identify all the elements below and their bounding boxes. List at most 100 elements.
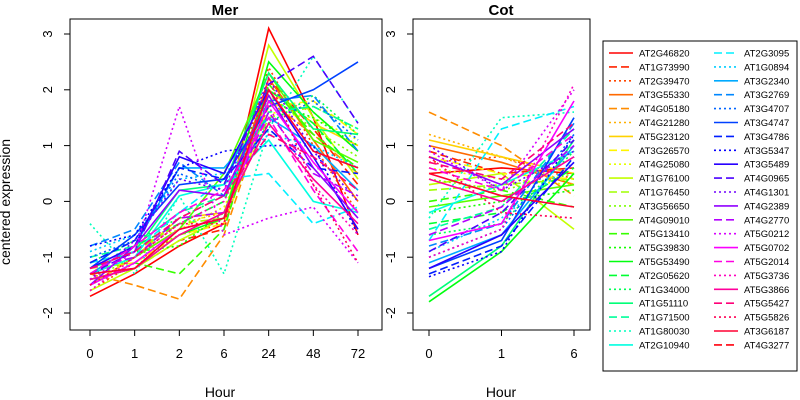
series-line: AT2G39470 <box>89 65 359 292</box>
series-line: AT3G54890 <box>89 144 359 247</box>
x-tick-label: 1 <box>498 346 505 361</box>
legend-label: AT2G39470 <box>639 76 690 87</box>
legend-label: AT5G2014 <box>744 257 789 268</box>
x-axis-mer: 0 1 2 6 24 48 72 <box>86 330 365 361</box>
y-tick-label: -1 <box>40 251 55 263</box>
series-line: AT3G53470 <box>428 156 575 275</box>
legend-label: AT1G34000 <box>639 285 690 296</box>
series-line: AT5G07020 <box>89 103 359 281</box>
legend-label: AT4G0965 <box>744 174 789 185</box>
panel-mer: Mer AT2G46820AT1G73990AT2G39470AT3G55330… <box>0 2 383 400</box>
y-tick-label: -2 <box>40 307 55 319</box>
y-tick-label: 0 <box>40 198 55 205</box>
legend-label: AT5G53490 <box>639 257 690 268</box>
series-line: AT3G47860 <box>428 117 575 270</box>
legend: AT2G46820 AT1G73990 AT2G39470 AT3G55330 AT4G… <box>602 40 798 372</box>
legend-label: AT2G10940 <box>639 340 690 351</box>
y-tick-label: 2 <box>40 86 55 93</box>
series-line: AT5G38660 <box>428 83 575 258</box>
x-axis-cot: 0 1 6 <box>425 330 578 361</box>
legend-label: AT5G0702 <box>744 243 789 254</box>
legend-label: AT5G0212 <box>744 229 789 240</box>
legend-label: AT4G21280 <box>639 118 690 129</box>
series-line: AT3G61870 <box>428 156 575 219</box>
x-tick-label: 72 <box>351 346 365 361</box>
x-tick-label: 0 <box>86 346 93 361</box>
legend-label: AT4G3277 <box>744 340 789 351</box>
x-tick-label: 48 <box>306 346 320 361</box>
y-tick-label: 1 <box>383 142 398 149</box>
y-tick-label: 3 <box>383 30 398 37</box>
legend-label: AT4G1301 <box>744 188 789 199</box>
legend-label: AT4G25080 <box>639 160 690 171</box>
series-line: AT1G80030 <box>428 111 575 219</box>
plot-box-mer <box>69 18 383 331</box>
legend-label: AT3G2340 <box>744 76 789 87</box>
x-tick-label: 24 <box>261 346 275 361</box>
series-line: AT4G05180 <box>428 111 575 197</box>
y-axis-label: centered expression <box>0 139 13 265</box>
y-tick-label: -1 <box>383 251 398 263</box>
legend-label: AT3G5347 <box>744 146 789 157</box>
x-axis-label-mer: Hour <box>205 384 236 400</box>
panel-title-cot: Cot <box>489 2 514 19</box>
legend-label: AT3G6187 <box>744 327 789 338</box>
y-tick-label: 0 <box>383 198 398 205</box>
series-line: AT5G58260 <box>89 133 359 270</box>
legend-label: AT1G71500 <box>639 313 690 324</box>
x-tick-label: 0 <box>425 346 432 361</box>
series-line: AT1G08940 <box>428 161 575 253</box>
series-line: AT4G32770 <box>89 88 359 275</box>
y-tick-label: 2 <box>383 86 398 93</box>
legend-box <box>602 40 798 372</box>
legend-label: AT3G55330 <box>639 90 690 101</box>
legend-label: AT3G5489 <box>744 160 789 171</box>
legend-label: AT5G13410 <box>639 229 690 240</box>
legend-label: AT4G2770 <box>744 215 789 226</box>
x-tick-label: 6 <box>220 346 227 361</box>
legend-label: AT4G05180 <box>639 104 690 115</box>
x-axis-label-cot: Hour <box>486 384 517 400</box>
x-tick-label: 2 <box>176 346 183 361</box>
legend-label: AT5G3866 <box>744 285 789 296</box>
series-line: AT4G13010 <box>89 55 359 275</box>
legend-label: AT5G5826 <box>744 313 789 324</box>
series-line: AT5G54270 <box>428 156 575 203</box>
legend-label: AT2G3095 <box>744 49 789 60</box>
y-tick-label: 1 <box>40 142 55 149</box>
legend-label: AT2G05620 <box>639 271 690 282</box>
series-line: AT5G58260 <box>428 122 575 180</box>
series-line: AT5G02120 <box>428 144 575 236</box>
legend-label: AT4G2389 <box>744 201 789 212</box>
legend-label: AT1G76100 <box>639 174 690 185</box>
panel-title-mer: Mer <box>212 2 239 19</box>
panel-cot: Cot AT2G46820AT1G73990AT2G39470AT3G55330… <box>383 2 591 400</box>
legend-label: AT1G80030 <box>639 327 690 338</box>
series-line: AT4G27700 <box>428 128 575 186</box>
legend-label: AT3G56650 <box>639 201 690 212</box>
y-tick-label: -2 <box>383 307 398 319</box>
legend-label: AT5G5427 <box>744 299 789 310</box>
series-mer: AT2G46820AT1G73990AT2G39470AT3G55330AT4G… <box>89 26 359 301</box>
series-line: AT2G05620 <box>89 88 359 275</box>
legend-label: AT1G0894 <box>744 62 789 73</box>
legend-label: AT4G09010 <box>639 215 690 226</box>
legend-label: AT3G2769 <box>744 90 789 101</box>
y-axis-cot: -2 -1 0 1 2 3 <box>383 30 413 319</box>
series-line: AT2G30950 <box>428 105 575 241</box>
legend-label: AT3G4707 <box>744 104 789 115</box>
legend-label: AT5G23120 <box>639 132 690 143</box>
series-line: AT3G54890 <box>428 133 575 278</box>
x-tick-label: 6 <box>570 346 577 361</box>
series-line: AT5G53490 <box>428 172 575 303</box>
legend-label: AT3G4786 <box>744 132 789 143</box>
legend-label: AT1G76450 <box>639 188 690 199</box>
legend-label: AT3G4747 <box>744 118 789 129</box>
series-line: AT3G61870 <box>89 76 359 286</box>
x-tick-label: 1 <box>131 346 138 361</box>
legend-label: AT3G26570 <box>639 146 690 157</box>
series-line: AT5G23120 <box>89 88 359 286</box>
y-tick-label: 3 <box>40 30 55 37</box>
y-axis-mer: -2 -1 0 1 2 3 <box>40 30 70 319</box>
